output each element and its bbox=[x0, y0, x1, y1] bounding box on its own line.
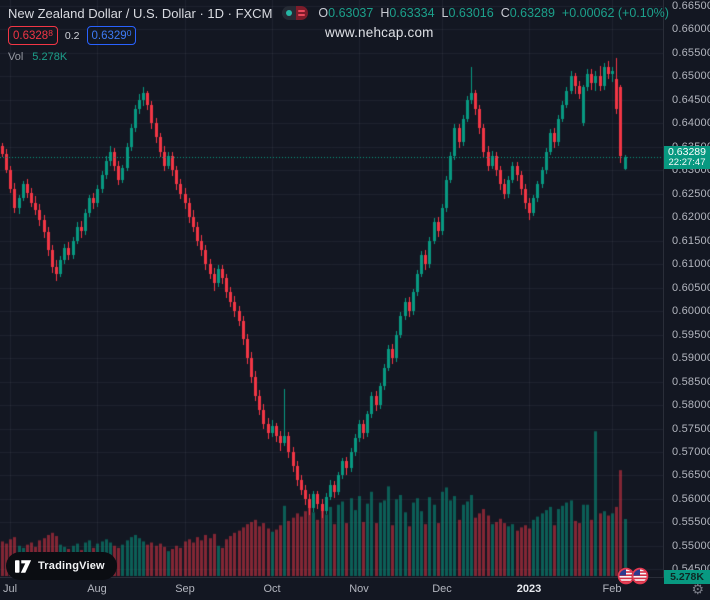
price-tick-label: 0.55000 bbox=[672, 539, 710, 552]
price-tick-label: 0.62500 bbox=[672, 187, 710, 200]
bid-price-sup: 8 bbox=[48, 28, 53, 39]
gear-icon[interactable]: ⚙ bbox=[691, 581, 704, 597]
price-tick-label: 0.59000 bbox=[672, 352, 710, 365]
high-value: 0.63334 bbox=[389, 6, 435, 20]
buy-ask-button[interactable]: 0.6329 0 bbox=[86, 26, 137, 45]
price-axis[interactable]: 0.66500 0.66000 0.65500 0.65000 0.64500 0.640… bbox=[663, 0, 710, 577]
change-value: +0.00062 (+0.10%) bbox=[561, 6, 669, 20]
time-axis[interactable]: Jul Aug Sep Oct Nov Dec 2023 Feb bbox=[0, 577, 710, 600]
price-tick-label: 0.57500 bbox=[672, 422, 710, 435]
price-tick-label: 0.64000 bbox=[672, 117, 710, 130]
price-tick-label: 0.61000 bbox=[672, 258, 710, 271]
ask-price: 0.6329 bbox=[91, 29, 127, 42]
low-key: L bbox=[441, 6, 449, 20]
high-key: H bbox=[380, 6, 390, 20]
tradingview-logo-button[interactable]: TradingView bbox=[6, 552, 117, 580]
bid-price: 0.6328 bbox=[13, 29, 49, 42]
price-tick-label: 0.64500 bbox=[672, 93, 710, 106]
watermark-text: www.nehcap.com bbox=[325, 25, 434, 40]
chart-legend: New Zealand Dollar / U.S. Dollar · 1D · … bbox=[8, 4, 669, 63]
close-value: 0.63289 bbox=[509, 6, 555, 20]
price-tick-label: 0.65500 bbox=[672, 46, 710, 59]
bid-ask-row: 0.6328 8 0.2 0.6329 0 bbox=[8, 26, 669, 45]
price-tick-label: 0.57000 bbox=[672, 446, 710, 458]
data-alert-icon bbox=[296, 6, 309, 20]
volume-axis-label: 5.278K bbox=[664, 570, 710, 584]
time-tick-label: Feb bbox=[602, 583, 622, 595]
open-value: 0.63037 bbox=[328, 6, 374, 20]
sell-bid-button[interactable]: 0.6328 8 bbox=[8, 26, 58, 45]
symbol-title[interactable]: New Zealand Dollar / U.S. Dollar · 1D · … bbox=[8, 5, 273, 21]
price-tick-label: 0.66500 bbox=[672, 0, 710, 12]
time-tick-label: Nov bbox=[349, 583, 369, 595]
flag-badges bbox=[617, 567, 649, 585]
price-tick-label: 0.62000 bbox=[672, 211, 710, 224]
price-tick-label: 0.60000 bbox=[672, 305, 710, 318]
time-tick-label: Jul bbox=[2, 583, 18, 595]
price-tick-label: 0.66000 bbox=[672, 23, 710, 36]
tradingview-logo-text: TradingView bbox=[38, 560, 105, 572]
close-key: C bbox=[500, 6, 510, 20]
tradingview-logo-icon bbox=[15, 559, 32, 574]
open-key: O bbox=[318, 6, 329, 20]
market-open-dot-icon bbox=[282, 6, 297, 20]
price-tick-label: 0.56000 bbox=[672, 492, 710, 505]
last-price-axis-label: 0.63289 22:27:47 bbox=[664, 146, 710, 169]
volume-row: Vol 5.278K bbox=[8, 51, 669, 63]
price-tick-label: 0.56500 bbox=[672, 469, 710, 482]
time-tick-label: Oct bbox=[263, 583, 281, 595]
spread-value: 0.2 bbox=[64, 29, 80, 42]
low-value: 0.63016 bbox=[448, 6, 494, 20]
price-tick-label: 0.61500 bbox=[672, 234, 710, 247]
time-tick-label: Aug bbox=[87, 583, 107, 595]
price-tick-label: 0.58000 bbox=[672, 399, 710, 412]
time-tick-label: Dec bbox=[432, 583, 452, 595]
bar-close-countdown: 22:27:47 bbox=[668, 157, 706, 168]
legend-title-row: New Zealand Dollar / U.S. Dollar · 1D · … bbox=[8, 4, 669, 22]
us-flag-badge-icon bbox=[631, 567, 649, 585]
price-tick-label: 0.58500 bbox=[672, 375, 710, 388]
last-price-value: 0.63289 bbox=[668, 146, 706, 158]
price-tick-label: 0.55500 bbox=[672, 516, 710, 529]
time-tick-label: Sep bbox=[175, 583, 195, 595]
candlestick-chart-canvas[interactable] bbox=[0, 0, 663, 577]
volume-key[interactable]: Vol bbox=[8, 51, 24, 63]
us-flag-badge-icon bbox=[617, 567, 635, 585]
market-status-pill[interactable] bbox=[282, 6, 309, 20]
time-tick-label: 2023 bbox=[516, 583, 542, 595]
ask-price-sup: 0 bbox=[126, 28, 132, 39]
price-tick-label: 0.59500 bbox=[672, 328, 710, 341]
volume-value: 5.278K bbox=[32, 51, 68, 63]
ohlc-readout: O 0.63037 H 0.63334 L 0.63016 C 0.63289 +0.0… bbox=[318, 6, 669, 20]
price-tick-label: 0.60500 bbox=[672, 281, 710, 294]
price-tick-label: 0.65000 bbox=[672, 70, 710, 83]
